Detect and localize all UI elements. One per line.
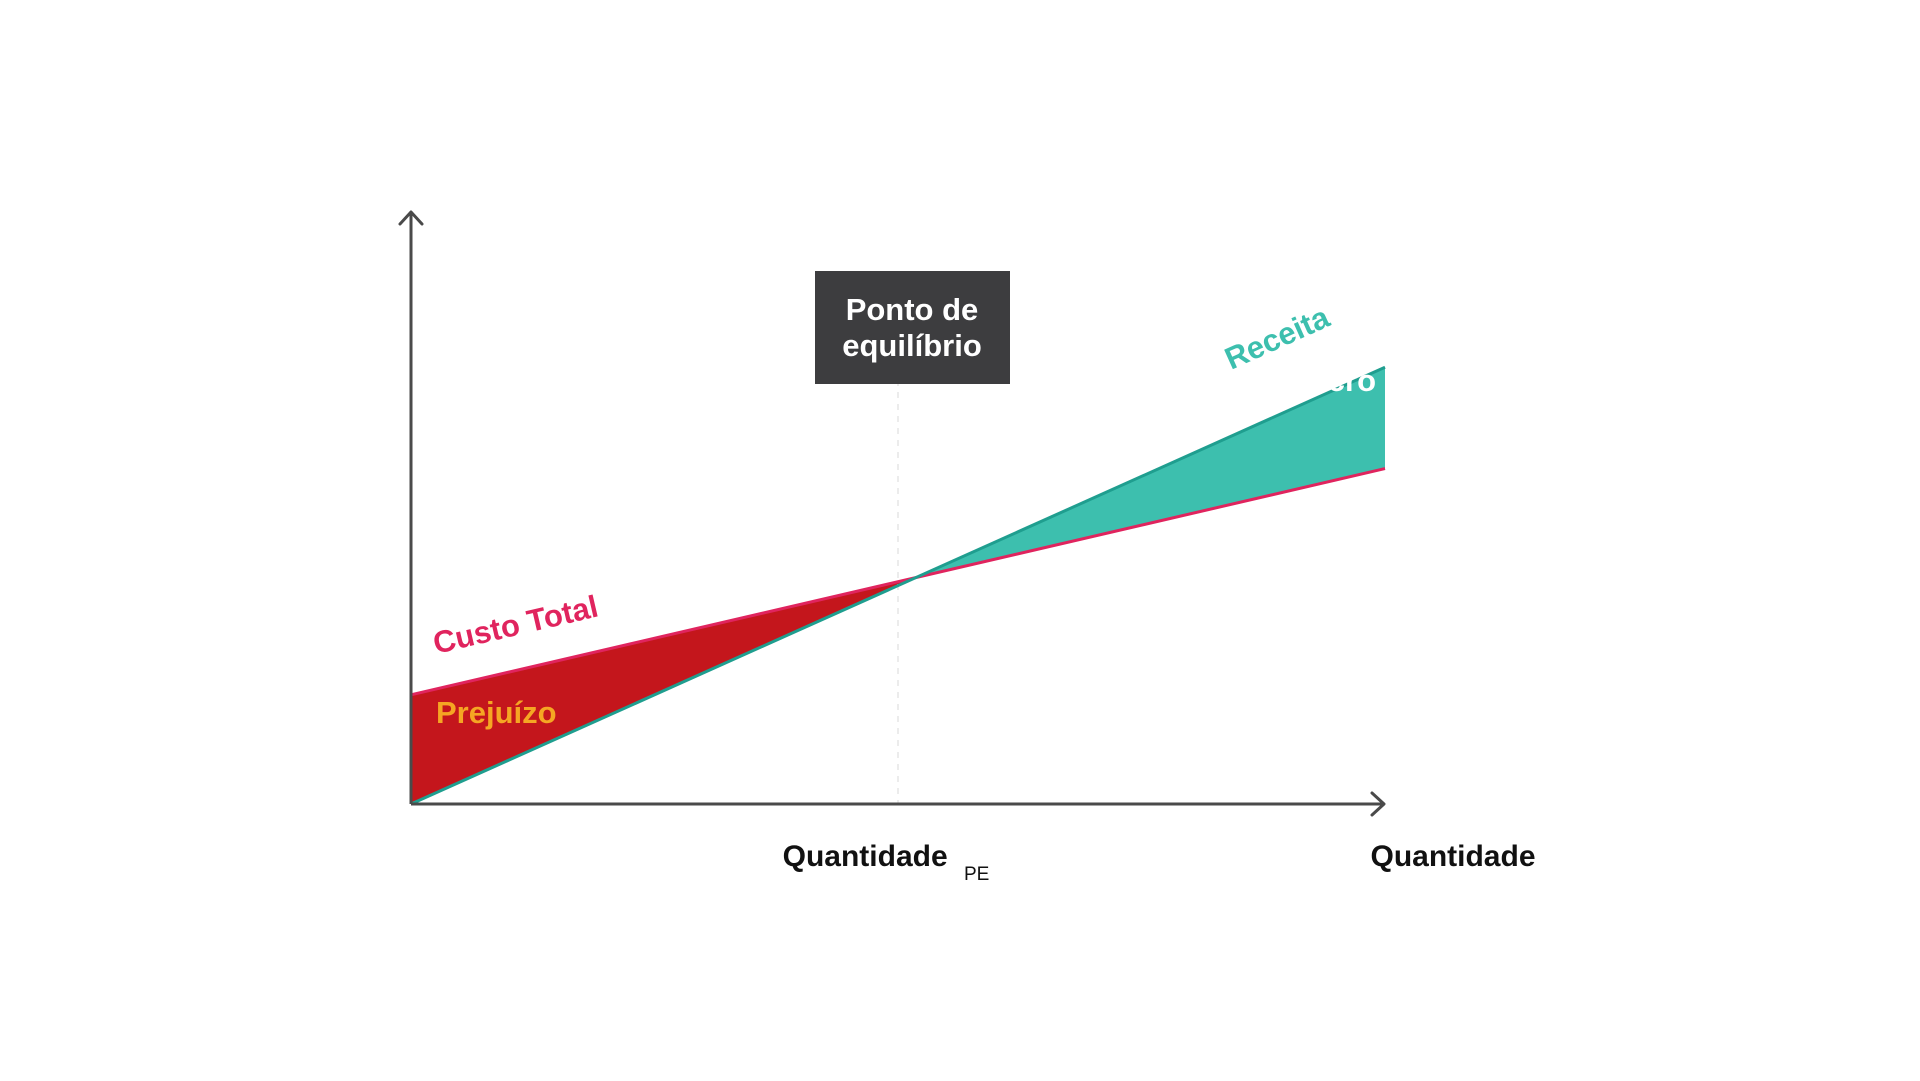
receita-line	[410, 365, 1386, 806]
axes	[398, 210, 1386, 817]
series-label-custo-total: Custo Total	[430, 589, 602, 661]
y-axis-arrow-icon	[398, 210, 424, 226]
annotation-box	[815, 271, 1010, 384]
region-label-lucro: Lucro	[1290, 363, 1376, 398]
x-axis-arrow-icon	[1370, 791, 1386, 817]
x-tick-label-subscript: PE	[964, 864, 989, 885]
custo-total-line	[410, 467, 1386, 697]
region-label-prejuizo: Prejuízo	[436, 695, 557, 730]
break-even-annotation: Ponto de equilíbrio	[815, 271, 1010, 384]
annotation-line-1: Ponto de	[846, 292, 979, 327]
x-tick-label-main: Quantidade	[783, 840, 948, 873]
x-axis-title: Quantidade	[1370, 840, 1535, 873]
x-tick-label-quantidade-pe: Quantidade PE	[783, 840, 990, 885]
annotation-line-2: equilíbrio	[842, 328, 982, 363]
